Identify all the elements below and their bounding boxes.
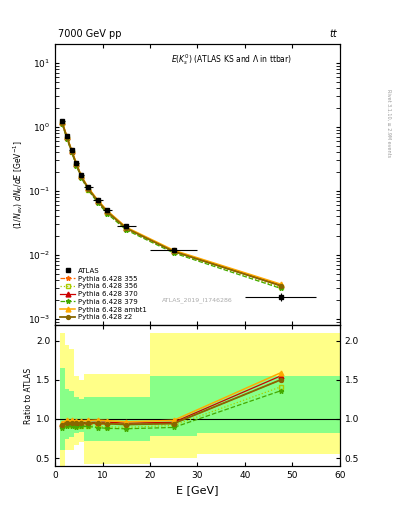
Text: tt: tt — [329, 29, 337, 39]
Text: 7000 GeV pp: 7000 GeV pp — [58, 29, 121, 39]
Y-axis label: $(1/N_{ev})\ dN_K/dE\ [\mathrm{GeV}^{-1}]$: $(1/N_{ev})\ dN_K/dE\ [\mathrm{GeV}^{-1}… — [11, 140, 25, 229]
Text: mcplots.cern.ch [arXiv:1306.3436]: mcplots.cern.ch [arXiv:1306.3436] — [392, 162, 393, 247]
Text: ATLAS_2019_I1746286: ATLAS_2019_I1746286 — [162, 297, 233, 303]
X-axis label: E [GeV]: E [GeV] — [176, 485, 219, 495]
Y-axis label: Ratio to ATLAS: Ratio to ATLAS — [24, 368, 33, 423]
Legend: ATLAS, Pythia 6.428 355, Pythia 6.428 356, Pythia 6.428 370, Pythia 6.428 379, P: ATLAS, Pythia 6.428 355, Pythia 6.428 35… — [59, 266, 148, 322]
Text: Rivet 3.1.10, ≥ 2.9M events: Rivet 3.1.10, ≥ 2.9M events — [386, 89, 391, 157]
Text: $E(K_s^0)$ (ATLAS KS and $\Lambda$ in ttbar): $E(K_s^0)$ (ATLAS KS and $\Lambda$ in tt… — [171, 52, 292, 67]
